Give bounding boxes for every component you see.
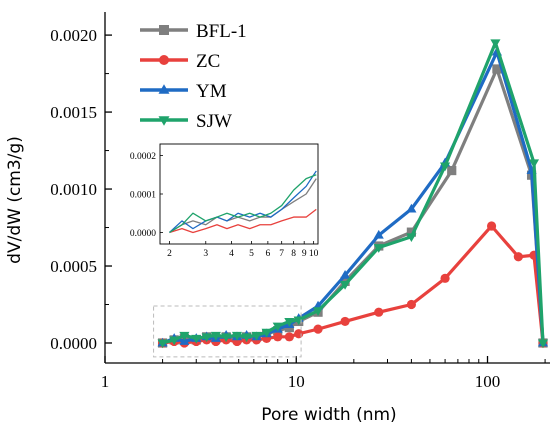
x-tick-label: 10 <box>288 372 305 391</box>
y-tick-label: 0.0010 <box>50 180 97 199</box>
series-4 <box>157 39 549 349</box>
data-point <box>490 39 501 49</box>
data-point <box>284 332 294 342</box>
inset-series-line <box>169 178 317 234</box>
inset-x-tick-label: 7 <box>279 249 284 259</box>
data-point <box>513 252 523 262</box>
inset-x-tick-label: 10 <box>309 249 319 259</box>
data-point <box>492 64 502 74</box>
data-point <box>273 332 283 342</box>
inset-y-tick-label: 0.0000 <box>130 229 156 239</box>
data-point <box>272 322 283 332</box>
legend-label: SJW <box>196 111 232 132</box>
legend-label: YM <box>196 81 227 102</box>
data-point <box>312 307 324 316</box>
inset-x-tick-label: 5 <box>249 249 254 259</box>
data-point <box>284 317 295 327</box>
legend-label: BFL-1 <box>196 21 247 42</box>
data-point <box>313 324 323 334</box>
data-point <box>179 331 190 341</box>
inset-frame <box>159 143 319 245</box>
legend-entry-4: SJW <box>140 111 232 132</box>
inset-x-tick-label: 2 <box>167 249 172 259</box>
data-point <box>406 233 417 243</box>
data-point <box>486 221 497 231</box>
inset-y-tick-label: 0.0001 <box>130 191 156 201</box>
data-point <box>406 299 417 310</box>
data-point <box>406 227 417 237</box>
series-2 <box>157 221 548 348</box>
inset-x-tick-label: 6 <box>265 249 270 259</box>
inset-region-box <box>153 305 302 358</box>
data-point <box>293 316 304 326</box>
data-point <box>528 159 540 169</box>
inset-series-line <box>169 174 317 234</box>
legend: BFL-1 ZC YM SJW <box>140 21 247 132</box>
inset-data <box>168 170 317 234</box>
data-point <box>157 339 168 349</box>
legend-label: ZC <box>196 51 220 72</box>
inset-plot: 2 3 4 5 6 7 8 9 10 0.0000 0.0001 0.0002 <box>130 143 319 259</box>
y-tick-label: 0.0015 <box>50 103 97 122</box>
inset-x-tick-label: 3 <box>203 249 208 259</box>
data-point <box>261 328 272 338</box>
data-point <box>340 316 350 327</box>
inset-series-1 <box>169 178 317 234</box>
x-tick-label: 100 <box>475 372 501 391</box>
x-tick-label: 1 <box>101 372 110 391</box>
data-point <box>340 269 351 279</box>
data-point <box>374 307 384 317</box>
series-line <box>162 41 545 345</box>
data-point <box>191 334 202 344</box>
main-plot: 1 10 100 0.0000 0.0005 0.0010 0.0015 0.0020 <box>50 12 550 391</box>
inset-x-tick-label: 8 <box>291 249 296 259</box>
legend-entry-1: BFL-1 <box>140 21 247 42</box>
legend-marker <box>159 25 169 35</box>
y-tick-label: 0.0020 <box>50 26 97 45</box>
data-point <box>251 331 262 341</box>
inset-series-line <box>169 208 317 234</box>
data-point <box>373 244 384 253</box>
data-point <box>447 165 457 176</box>
data-point <box>201 333 212 343</box>
data-point <box>373 229 384 239</box>
data-point <box>231 331 243 341</box>
legend-entry-3: YM <box>140 81 227 102</box>
legend-marker <box>158 84 170 94</box>
inset-series-2 <box>169 208 317 234</box>
inset-series-4 <box>169 174 317 234</box>
data-point <box>406 203 417 213</box>
y-tick-label: 0.0005 <box>50 257 97 276</box>
data-point <box>440 162 451 172</box>
legend-entry-2: ZC <box>140 51 220 72</box>
legend-marker <box>158 116 170 126</box>
inset-x-tick-label: 4 <box>229 249 234 259</box>
x-axis-title: Pore width (nm) <box>261 405 396 425</box>
data-point <box>440 273 450 283</box>
data-point <box>169 336 180 346</box>
data-point <box>294 329 304 339</box>
data-point <box>537 339 549 349</box>
legend-marker <box>159 55 169 65</box>
y-axis-title: dV/dW (cm3/g) <box>5 136 25 264</box>
inset-x-tick-label: 9 <box>302 249 307 259</box>
data-point <box>221 333 232 343</box>
data-point <box>340 281 351 290</box>
y-tick-label: 0.0000 <box>50 334 97 353</box>
data-point <box>241 333 252 343</box>
data-point <box>210 331 221 341</box>
inset-y-tick-label: 0.0002 <box>130 152 156 162</box>
